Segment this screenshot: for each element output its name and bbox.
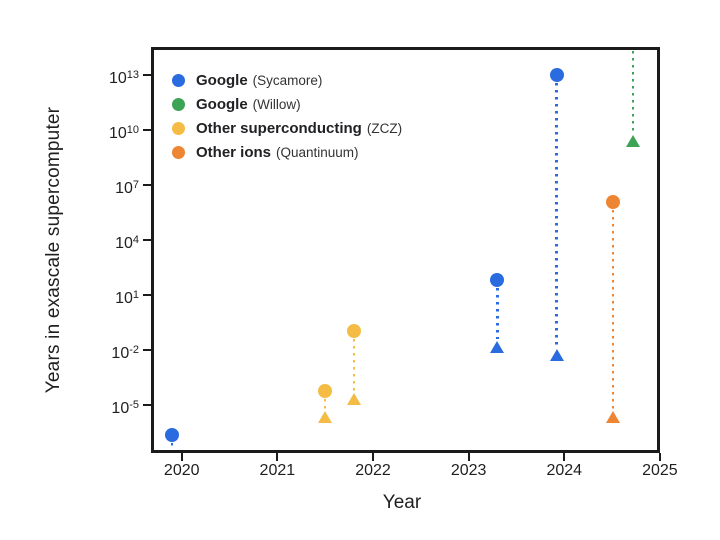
x-tick-label: 2021	[259, 462, 296, 479]
connector-line	[496, 288, 499, 340]
legend-sublabel: (Sycamore)	[252, 72, 323, 88]
legend-label: Other ions	[196, 143, 272, 161]
legend-sublabel: (Quantinuum)	[276, 144, 359, 160]
plot-border	[151, 47, 660, 453]
legend-swatch-icon	[172, 97, 185, 111]
x-tick	[563, 453, 566, 461]
y-tick	[143, 404, 151, 407]
legend-sublabel: (ZCZ)	[366, 120, 403, 136]
legend-item: Google (Sycamore)	[172, 68, 402, 92]
data-point-circle	[346, 323, 361, 338]
data-point-triangle	[626, 134, 641, 147]
x-tick-label: 2023	[450, 462, 487, 479]
x-tick-label: 2022	[355, 462, 391, 479]
data-point-triangle	[318, 410, 333, 423]
legend-item: Google (Willow)	[172, 92, 402, 116]
connector-line	[555, 82, 558, 348]
x-tick-label: 2025	[642, 462, 678, 479]
legend-label: Other superconducting	[196, 119, 362, 137]
y-tick-label: 101	[115, 288, 139, 307]
y-tick	[143, 73, 151, 76]
y-tick-label: 10-5	[111, 399, 139, 418]
y-tick	[143, 349, 151, 351]
data-point-circle	[490, 273, 505, 288]
x-tick	[467, 453, 470, 461]
legend: Google (Sycamore) Google (Willow) Other supe…	[172, 68, 402, 164]
y-tick-label: 1010	[108, 123, 139, 142]
legend-swatch-icon	[172, 73, 185, 87]
data-point-triangle	[549, 349, 564, 362]
y-tick	[143, 293, 151, 296]
legend-label: Google	[196, 71, 248, 89]
connector-line	[170, 443, 174, 450]
legend-swatch-icon	[172, 145, 185, 159]
legend-item: Other ions (Quantinuum)	[172, 140, 402, 164]
y-tick	[143, 128, 151, 131]
y-tick-label: 1013	[108, 68, 139, 87]
y-tick-label: 10-2	[111, 344, 139, 362]
connector-line	[352, 338, 356, 391]
x-tick-label: 2020	[163, 462, 200, 479]
y-tick	[143, 183, 151, 186]
y-tick-label: 107	[115, 178, 139, 197]
x-tick	[658, 453, 661, 461]
y-tick-label: 104	[115, 233, 139, 252]
legend-item: Other superconducting (ZCZ)	[172, 116, 402, 140]
legend-swatch-icon	[172, 121, 185, 135]
data-point-circle	[549, 67, 564, 82]
connector-line	[631, 51, 635, 133]
x-tick	[371, 453, 374, 461]
x-tick	[180, 453, 183, 461]
legend-label: Google	[196, 95, 248, 113]
y-axis-title: Years in exascale supercomputer	[43, 106, 64, 394]
data-point-circle	[165, 428, 180, 443]
x-tick-label: 2024	[546, 462, 583, 479]
data-point-triangle	[606, 410, 620, 423]
data-point-circle	[606, 195, 620, 210]
y-tick	[143, 238, 151, 241]
x-axis-title: Year	[382, 492, 422, 513]
connector-line	[323, 399, 327, 409]
x-tick	[276, 453, 279, 461]
connector-line	[611, 210, 615, 409]
data-point-triangle	[490, 341, 505, 354]
data-point-triangle	[346, 392, 361, 405]
data-point-circle	[318, 384, 333, 399]
legend-sublabel: (Willow)	[252, 96, 301, 112]
